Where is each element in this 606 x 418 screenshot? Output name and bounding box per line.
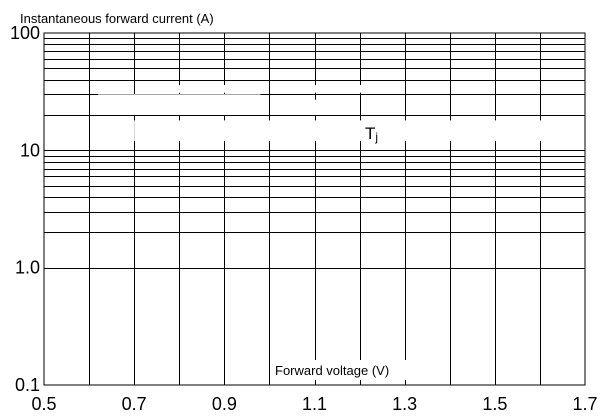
x-tick-label-1_5: 1.5 bbox=[482, 394, 507, 414]
y-axis-label: Instantaneous forward current (A) bbox=[20, 11, 214, 26]
blank-areas bbox=[98, 85, 585, 142]
blank-area-2 bbox=[98, 94, 261, 116]
junction-temp-annotation: Tj bbox=[365, 124, 378, 144]
annotation-symbol: T bbox=[365, 124, 375, 143]
annotation-subscript: j bbox=[374, 130, 378, 144]
x-tick-label-1_1: 1.1 bbox=[302, 394, 327, 414]
x-tick-label-1_3: 1.3 bbox=[392, 394, 417, 414]
blank-area-3 bbox=[278, 99, 360, 116]
y-tick-label-0_1: 0.1 bbox=[15, 375, 40, 395]
plot-frame bbox=[43, 32, 586, 386]
y-tick-label-100: 100 bbox=[10, 23, 40, 43]
x-tick-label-0_5: 0.5 bbox=[31, 394, 56, 414]
x-tick-label-1_7: 1.7 bbox=[572, 394, 597, 414]
blank-area-5 bbox=[156, 85, 247, 93]
x-axis-label: Forward voltage (V) bbox=[275, 363, 389, 378]
blank-area-1 bbox=[134, 120, 585, 142]
x-tick-label-0_7: 0.7 bbox=[122, 394, 147, 414]
blank-area-4 bbox=[296, 85, 369, 93]
x-axis-label-backdrop bbox=[270, 360, 420, 380]
x-tick-label-0_9: 0.9 bbox=[212, 394, 237, 414]
y-tick-label-10: 10 bbox=[20, 140, 40, 160]
y-tick-label-1_0: 1.0 bbox=[15, 258, 40, 278]
tick-labels: 0.5 0.7 0.9 1.1 1.3 1.5 1.7 0.1 1.0 10 100 bbox=[10, 23, 598, 414]
